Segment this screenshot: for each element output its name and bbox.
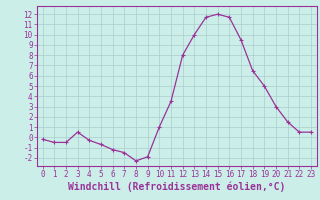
X-axis label: Windchill (Refroidissement éolien,°C): Windchill (Refroidissement éolien,°C) <box>68 182 285 192</box>
